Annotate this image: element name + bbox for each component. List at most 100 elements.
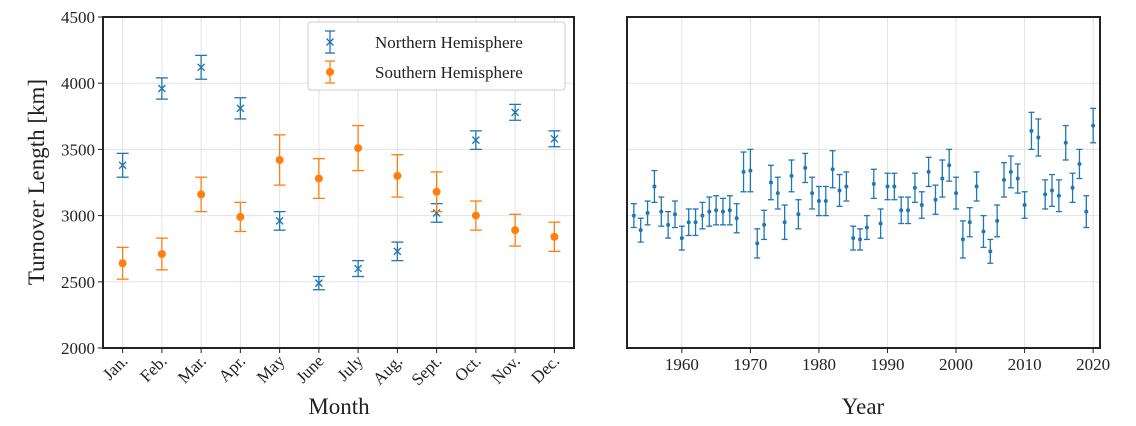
marker <box>700 213 705 218</box>
x-tick-label: May <box>253 351 289 387</box>
marker <box>727 208 732 213</box>
y-axis-label: Turnover Length [km] <box>24 79 49 285</box>
y-tick-label: 2500 <box>61 273 95 292</box>
marker <box>864 225 869 230</box>
marker <box>720 209 725 214</box>
marker <box>919 203 924 208</box>
x-tick-label: 2010 <box>1008 355 1042 374</box>
marker <box>912 185 917 190</box>
marker <box>906 208 911 213</box>
y-tick-label: 2000 <box>61 339 95 358</box>
marker <box>714 208 719 213</box>
marker <box>1015 176 1020 181</box>
marker <box>1063 140 1068 145</box>
marker <box>960 237 965 242</box>
marker <box>432 187 441 196</box>
legend-box <box>307 21 566 91</box>
marker <box>1002 177 1007 182</box>
marker <box>1070 185 1075 190</box>
x-tick-label: Dec. <box>527 351 563 387</box>
marker <box>844 184 849 189</box>
marker <box>118 161 127 170</box>
marker <box>1077 161 1082 166</box>
marker <box>693 220 698 225</box>
marker <box>672 212 677 217</box>
y-tick-label: 4000 <box>61 74 95 93</box>
marker <box>947 163 952 168</box>
legend-marker <box>326 38 334 46</box>
marker <box>354 264 363 273</box>
marker <box>885 184 890 189</box>
marker <box>631 213 636 218</box>
axes-frame <box>626 16 1101 349</box>
marker <box>645 210 650 215</box>
x-tick-label: Nov. <box>488 351 524 387</box>
marker <box>789 173 794 178</box>
marker <box>796 212 801 217</box>
marker <box>197 63 206 72</box>
marker <box>871 181 876 186</box>
marker <box>275 155 284 164</box>
marker <box>995 218 1000 223</box>
legend-label: Northern Hemisphere <box>375 33 523 52</box>
marker <box>748 168 753 173</box>
y-tick-label: 3000 <box>61 207 95 226</box>
marker <box>775 191 780 196</box>
marker <box>511 108 520 117</box>
marker <box>899 208 904 213</box>
marker <box>314 174 323 183</box>
marker <box>393 247 402 256</box>
marker <box>157 249 166 258</box>
marker <box>1008 169 1013 174</box>
x-tick-label: 1990 <box>870 355 904 374</box>
y-tick-label: 3500 <box>61 140 95 159</box>
x-tick-label: 1960 <box>665 355 699 374</box>
marker <box>314 279 323 288</box>
x-axis-label: Month <box>308 394 370 419</box>
marker <box>393 171 402 180</box>
marker <box>707 209 712 214</box>
marker <box>816 199 821 204</box>
marker <box>782 220 787 225</box>
marker <box>197 190 206 199</box>
marker <box>1056 193 1061 198</box>
marker <box>940 176 945 181</box>
marker <box>1091 123 1096 128</box>
marker <box>275 216 284 225</box>
marker <box>892 184 897 189</box>
x-tick-label: Aug. <box>369 351 406 388</box>
marker <box>1036 135 1041 140</box>
marker <box>967 220 972 225</box>
marker <box>810 191 815 196</box>
marker <box>679 236 684 241</box>
marker <box>1050 188 1055 193</box>
marker <box>988 249 993 254</box>
x-tick-label: Oct. <box>451 351 485 385</box>
marker <box>926 169 931 174</box>
marker <box>236 212 245 221</box>
marker <box>755 241 760 246</box>
y-tick-label: 4500 <box>61 8 95 27</box>
marker <box>851 236 856 241</box>
marker <box>511 226 520 235</box>
x-tick-label: 1970 <box>733 355 767 374</box>
x-tick-label: Feb. <box>136 351 170 385</box>
marker <box>354 144 363 153</box>
legend-marker <box>326 68 334 76</box>
marker <box>933 197 938 202</box>
legend-label: Southern Hemisphere <box>375 63 523 82</box>
marker <box>954 191 959 196</box>
marker <box>550 134 559 143</box>
axes-frame <box>102 16 575 349</box>
x-tick-label: Apr. <box>215 351 249 385</box>
x-tick-label: Jan. <box>99 351 131 383</box>
marker <box>236 104 245 113</box>
marker <box>741 169 746 174</box>
marker <box>157 84 166 93</box>
marker <box>686 220 691 225</box>
marker <box>837 188 842 193</box>
marker <box>652 184 657 189</box>
x-tick-label: 2000 <box>939 355 973 374</box>
marker <box>1043 192 1048 197</box>
